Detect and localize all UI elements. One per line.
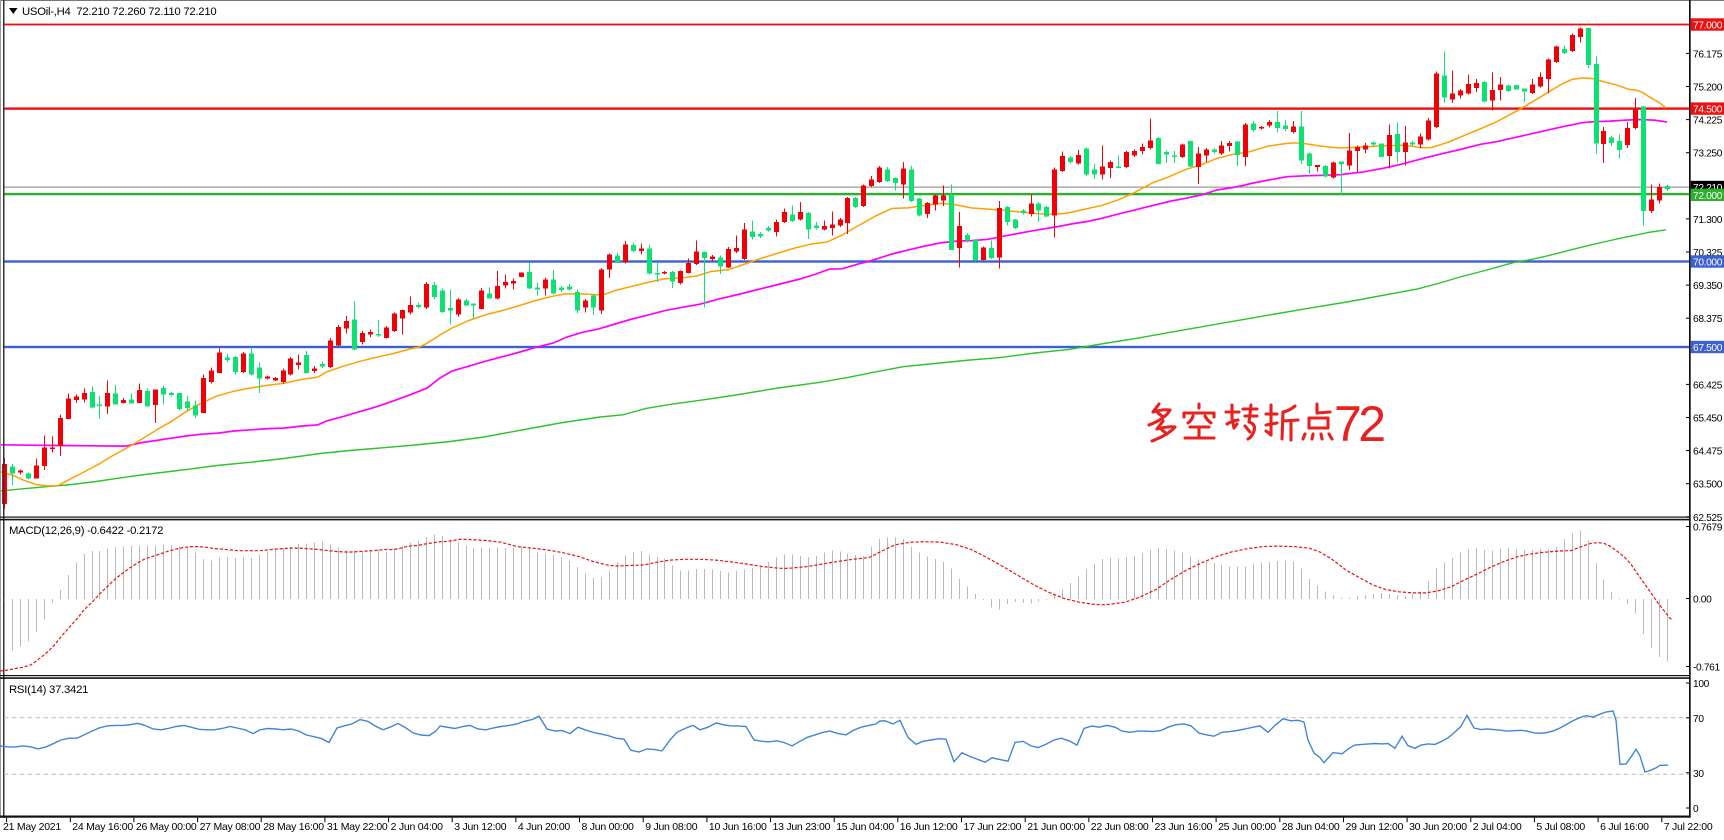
svg-text:62.525: 62.525 [1693, 513, 1723, 524]
svg-text:69.350: 69.350 [1693, 281, 1723, 292]
svg-text:28 Jun 04:00: 28 Jun 04:00 [1282, 821, 1340, 833]
svg-text:27 May 08:00: 27 May 08:00 [200, 821, 261, 833]
svg-text:67.500: 67.500 [1693, 343, 1723, 354]
svg-text:22 Jun 08:00: 22 Jun 08:00 [1091, 821, 1149, 833]
svg-text:66.425: 66.425 [1693, 380, 1723, 391]
svg-text:0.00: 0.00 [1693, 595, 1712, 606]
svg-text:0: 0 [1693, 804, 1699, 815]
svg-text:65.450: 65.450 [1693, 414, 1723, 425]
svg-text:21 Jun 00:00: 21 Jun 00:00 [1027, 821, 1085, 833]
svg-text:77.000: 77.000 [1693, 21, 1723, 32]
svg-text:73.250: 73.250 [1693, 149, 1723, 160]
svg-text:75.200: 75.200 [1693, 83, 1723, 94]
svg-text:68.375: 68.375 [1693, 314, 1723, 325]
svg-text:25 Jun 00:00: 25 Jun 00:00 [1218, 821, 1276, 833]
svg-text:7 Jul 22:00: 7 Jul 22:00 [1664, 821, 1713, 833]
svg-text:USOil-,H4 72.210 72.260 72.11: USOil-,H4 72.210 72.260 72.110 72.210 [22, 6, 216, 18]
svg-text:72.000: 72.000 [1693, 191, 1723, 202]
svg-text:2 Jun 04:00: 2 Jun 04:00 [391, 821, 444, 833]
svg-text:9 Jun 08:00: 9 Jun 08:00 [645, 821, 698, 833]
svg-text:0.7679: 0.7679 [1693, 523, 1723, 534]
svg-text:30 Jun 20:00: 30 Jun 20:00 [1409, 821, 1467, 833]
svg-text:64.475: 64.475 [1693, 447, 1723, 458]
svg-text:72: 72 [1334, 396, 1386, 452]
svg-text:15 Jun 04:00: 15 Jun 04:00 [836, 821, 894, 833]
svg-text:31 May 22:00: 31 May 22:00 [327, 821, 388, 833]
svg-text:63.500: 63.500 [1693, 480, 1723, 491]
svg-text:21 May 2021: 21 May 2021 [3, 821, 61, 833]
svg-text:4 Jun 20:00: 4 Jun 20:00 [518, 821, 571, 833]
svg-text:16 Jun 12:00: 16 Jun 12:00 [900, 821, 958, 833]
svg-text:71.300: 71.300 [1693, 215, 1723, 226]
svg-text:RSI(14) 37.3421: RSI(14) 37.3421 [9, 684, 88, 696]
svg-text:8 Jun 00:00: 8 Jun 00:00 [582, 821, 635, 833]
svg-text:24 May 16:00: 24 May 16:00 [72, 821, 133, 833]
svg-text:100: 100 [1693, 679, 1710, 690]
svg-text:23 Jun 16:00: 23 Jun 16:00 [1155, 821, 1213, 833]
svg-text:6 Jul 16:00: 6 Jul 16:00 [1600, 821, 1649, 833]
svg-text:70.325: 70.325 [1693, 248, 1723, 259]
svg-text:3 Jun 12:00: 3 Jun 12:00 [454, 821, 507, 833]
svg-text:74.500: 74.500 [1693, 105, 1723, 116]
svg-text:70: 70 [1693, 714, 1704, 725]
svg-text:74.225: 74.225 [1693, 116, 1723, 127]
svg-text:5 Jul 08:00: 5 Jul 08:00 [1536, 821, 1585, 833]
svg-text:72.210: 72.210 [1693, 183, 1723, 194]
svg-text:26 May 00:00: 26 May 00:00 [136, 821, 197, 833]
svg-text:29 Jun 12:00: 29 Jun 12:00 [1346, 821, 1404, 833]
svg-text:28 May 16:00: 28 May 16:00 [263, 821, 324, 833]
svg-text:30: 30 [1693, 769, 1704, 780]
svg-text:2 Jul 04:00: 2 Jul 04:00 [1473, 821, 1522, 833]
svg-text:-0.761: -0.761 [1693, 663, 1720, 674]
svg-text:MACD(12,26,9) -0.6422 -0.2172: MACD(12,26,9) -0.6422 -0.2172 [9, 525, 163, 537]
svg-text:13 Jun 23:00: 13 Jun 23:00 [773, 821, 831, 833]
svg-text:70.000: 70.000 [1693, 258, 1723, 269]
svg-text:17 Jun 22:00: 17 Jun 22:00 [964, 821, 1022, 833]
svg-text:76.175: 76.175 [1693, 49, 1723, 60]
svg-text:10 Jun 16:00: 10 Jun 16:00 [709, 821, 767, 833]
